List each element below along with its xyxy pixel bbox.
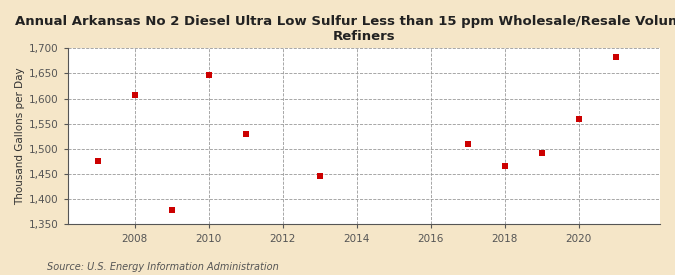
Point: [92, 158, 103, 163]
Point: [129, 92, 140, 97]
Text: Source: U.S. Energy Information Administration: Source: U.S. Energy Information Administ…: [47, 262, 279, 272]
Point: [240, 132, 251, 136]
Point: [314, 174, 325, 178]
Point: [500, 163, 510, 168]
Point: [536, 151, 547, 155]
Point: [166, 208, 177, 213]
Y-axis label: Thousand Gallons per Day: Thousand Gallons per Day: [15, 68, 25, 205]
Point: [610, 55, 621, 59]
Point: [462, 142, 473, 146]
Point: [573, 117, 584, 121]
Point: [203, 72, 214, 77]
Title: Annual Arkansas No 2 Diesel Ultra Low Sulfur Less than 15 ppm Wholesale/Resale V: Annual Arkansas No 2 Diesel Ultra Low Su…: [15, 15, 675, 43]
